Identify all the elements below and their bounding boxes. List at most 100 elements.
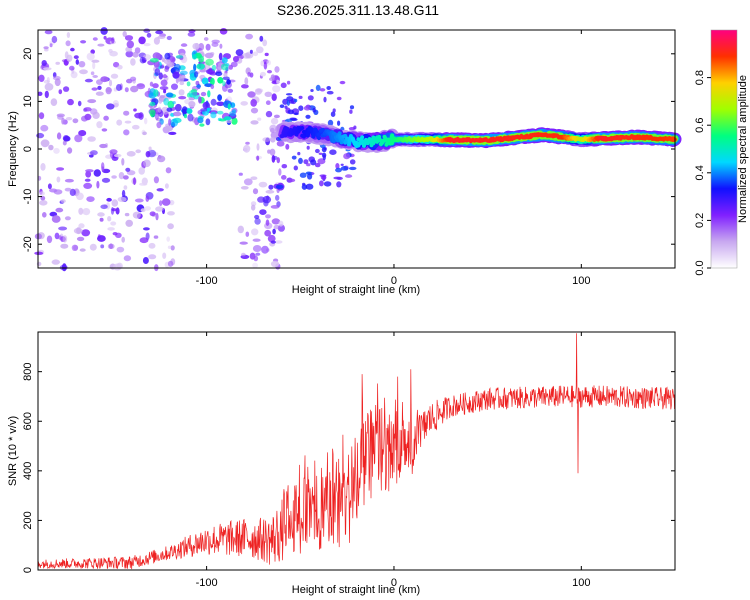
noise-blob (196, 63, 205, 70)
noise-blob (339, 80, 346, 85)
noise-blob (216, 101, 225, 107)
noise-blob (267, 70, 272, 74)
noise-blob (126, 40, 134, 49)
spectrogram-x-ticks: -100 0 100 (196, 30, 591, 287)
noise-blob (148, 254, 157, 260)
noise-blob (217, 77, 224, 84)
y-tick-label: 200 (22, 511, 34, 529)
noise-blob (227, 88, 234, 93)
noise-blob (46, 77, 50, 84)
noise-blob (43, 67, 52, 71)
noise-blob (66, 32, 71, 38)
noise-blob (252, 188, 259, 195)
noise-blob (123, 255, 132, 262)
noise-blob (262, 137, 272, 143)
noise-blob (217, 94, 223, 101)
noise-blob (252, 238, 261, 242)
noise-blob (117, 64, 123, 70)
noise-blob (51, 215, 61, 223)
noise-blob (298, 105, 304, 111)
noise-blob (114, 153, 122, 158)
noise-blob (242, 52, 251, 59)
snr-x-label: Height of straight line (km) (292, 584, 420, 596)
noise-blob (250, 99, 257, 107)
noise-blob (64, 178, 74, 183)
noise-blob (266, 59, 272, 66)
noise-blob (79, 69, 88, 75)
noise-blob (199, 123, 205, 127)
noise-blob (193, 63, 197, 72)
noise-blob (84, 178, 91, 182)
noise-blob (223, 72, 228, 77)
noise-blob (194, 71, 199, 78)
snr-series (37, 333, 676, 570)
noise-blob (36, 132, 45, 139)
noise-blob (156, 121, 162, 129)
noise-blob (259, 35, 264, 42)
noise-blob (269, 124, 277, 133)
noise-blob (340, 163, 344, 166)
noise-blob (254, 218, 261, 225)
noise-blob (315, 84, 321, 91)
noise-blob (285, 143, 290, 150)
noise-blob (124, 212, 130, 217)
noise-blob (163, 59, 171, 65)
noise-blob (117, 196, 127, 203)
noise-blob (76, 192, 84, 201)
noise-blob (62, 140, 67, 146)
noise-blob (332, 108, 336, 113)
noise-blob (252, 51, 259, 57)
noise-blob (42, 212, 47, 218)
noise-blob (243, 178, 253, 186)
noise-blob (124, 120, 132, 124)
noise-blob (125, 219, 133, 227)
noise-blob (203, 37, 209, 41)
noise-blob (62, 235, 68, 243)
noise-blob (153, 37, 160, 45)
noise-blob (67, 98, 74, 106)
noise-blob (66, 54, 73, 62)
noise-blob (143, 227, 150, 231)
noise-blob (132, 211, 141, 219)
noise-blob (186, 81, 191, 87)
noise-blob (168, 131, 177, 135)
noise-blob (247, 91, 256, 98)
noise-blob (62, 135, 70, 142)
noise-blob (210, 84, 215, 90)
noise-blob (56, 167, 65, 171)
band-segment (380, 138, 387, 143)
noise-blob (278, 168, 282, 176)
noise-blob (172, 101, 176, 105)
noise-blob (34, 251, 44, 255)
noise-blob (279, 104, 285, 108)
noise-blob (233, 56, 239, 63)
noise-blob (274, 66, 280, 73)
noise-blob (312, 107, 316, 113)
noise-blob (282, 98, 289, 105)
noise-blob (250, 176, 258, 180)
noise-blob (155, 206, 164, 212)
noise-blob (166, 236, 170, 242)
noise-blob (58, 89, 63, 95)
noise-blob (163, 89, 167, 94)
noise-blob (349, 109, 353, 114)
noise-blob (262, 39, 268, 47)
noise-blob (155, 212, 159, 221)
noise-blob (307, 95, 314, 101)
noise-blob (249, 49, 253, 54)
noise-blob (256, 155, 260, 161)
noise-blob (239, 241, 248, 245)
noise-blob (97, 85, 102, 90)
noise-blob (123, 110, 130, 116)
noise-blob (183, 113, 188, 119)
noise-blob (167, 223, 174, 230)
noise-blob (134, 112, 143, 119)
noise-blob (261, 245, 269, 254)
noise-blob (207, 90, 211, 98)
noise-blob (294, 112, 299, 116)
noise-blob (85, 170, 92, 178)
noise-blob (237, 225, 244, 234)
noise-blob (305, 114, 311, 119)
noise-blob (130, 76, 137, 82)
noise-blob (221, 63, 229, 71)
